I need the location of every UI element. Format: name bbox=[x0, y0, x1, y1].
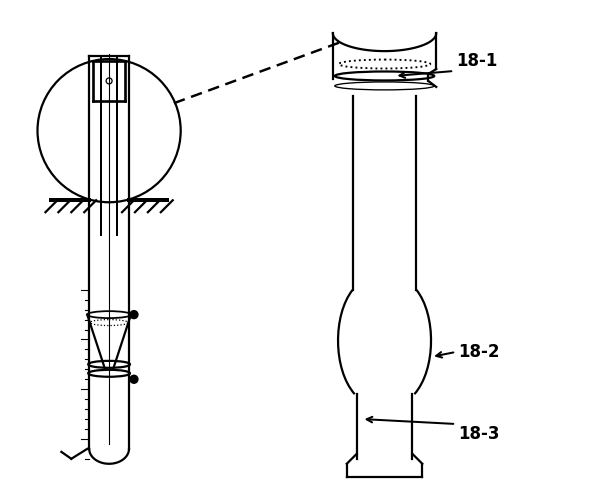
Circle shape bbox=[130, 375, 138, 383]
Text: 18-2: 18-2 bbox=[458, 343, 499, 361]
Text: 18-1: 18-1 bbox=[456, 52, 498, 70]
Circle shape bbox=[130, 311, 138, 319]
Text: 18-3: 18-3 bbox=[458, 425, 499, 443]
